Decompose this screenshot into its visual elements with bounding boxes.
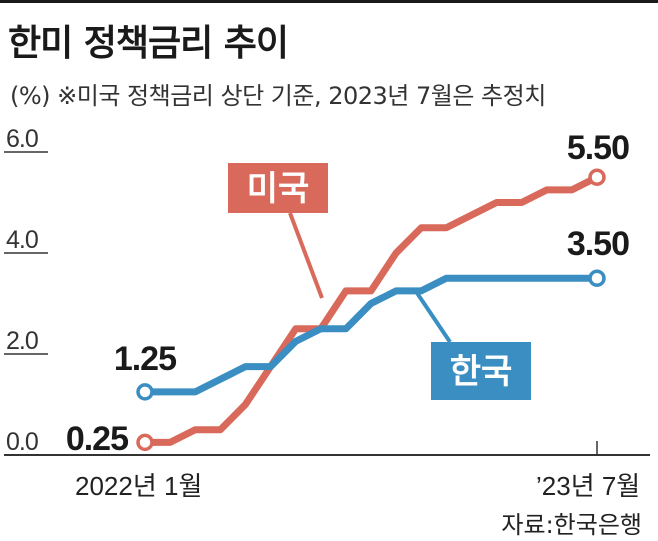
series-line-us [141, 173, 601, 446]
data-label-korea-end: 3.50 [567, 225, 629, 263]
top-rule [0, 0, 658, 3]
end-marker-korea [588, 269, 606, 287]
x-label-end: ’23년 7월 [536, 471, 640, 501]
series-line-korea [141, 274, 601, 396]
callout-box-us [228, 163, 328, 213]
chart-title: 한미 정책금리 추이 [8, 23, 289, 64]
series-name-us: 미국 [247, 169, 310, 209]
callout-box-korea [431, 342, 531, 400]
source-note: 자료:한국은행 [501, 511, 642, 539]
end-marker-us [588, 168, 606, 186]
data-label-us-end: 5.50 [567, 129, 629, 167]
x-label-start: 2022년 1월 [75, 471, 202, 501]
data-label-korea-start: 1.25 [114, 340, 176, 378]
chart-subtitle: (%) ※미국 정책금리 상단 기준, 2023년 7월은 추정치 [10, 82, 546, 110]
y-tick-label: 0.0 [6, 428, 38, 456]
y-tick-label: 6.0 [6, 125, 38, 153]
callout-pointer-korea [413, 288, 452, 344]
start-marker-korea [136, 383, 154, 401]
data-label-us-start: 0.25 [66, 420, 128, 458]
y-tick-label: 4.0 [6, 226, 38, 254]
y-tick-label: 2.0 [6, 327, 38, 355]
callout-pointer-us [288, 212, 324, 299]
start-marker-us [136, 433, 154, 452]
series-name-korea: 한국 [450, 352, 513, 392]
